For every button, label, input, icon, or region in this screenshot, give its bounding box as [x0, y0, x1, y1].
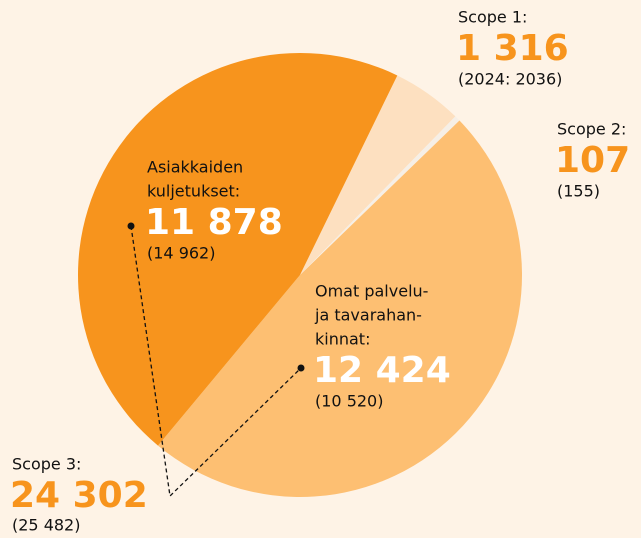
- slice-previous: (14 962): [147, 244, 215, 263]
- pie-slice: [157, 120, 522, 497]
- pie-slice: [300, 75, 456, 276]
- slice-value: 107: [555, 140, 630, 181]
- pie-slice: [300, 116, 460, 275]
- pie: [78, 52, 522, 498]
- pie-slice: [78, 52, 398, 446]
- dot: [297, 364, 305, 372]
- slice-value: 11 878: [145, 202, 283, 243]
- slice-label: Asiakkaiden: [147, 158, 243, 177]
- slice-previous: (2024: 2036): [458, 70, 562, 89]
- slice-previous: (155): [557, 182, 600, 201]
- scope3-value: 24 302: [10, 475, 148, 516]
- slice-label: Omat palvelu-: [315, 282, 428, 301]
- slice-label: kuljetukset:: [147, 182, 240, 201]
- connector: [130, 225, 302, 498]
- dot: [127, 222, 135, 230]
- slice-previous: (10 520): [315, 392, 383, 411]
- slice-label: Scope 2:: [557, 120, 626, 139]
- slice-label: kinnat:: [315, 330, 370, 349]
- slice-value: 12 424: [313, 350, 451, 391]
- scope3-label: Scope 3:: [12, 455, 81, 474]
- slice-label: ja tavarahan-: [314, 306, 422, 325]
- scope3-previous: (25 482): [12, 516, 80, 535]
- slice-value: 1 316: [456, 28, 569, 69]
- slice-label: Scope 1:: [458, 8, 527, 27]
